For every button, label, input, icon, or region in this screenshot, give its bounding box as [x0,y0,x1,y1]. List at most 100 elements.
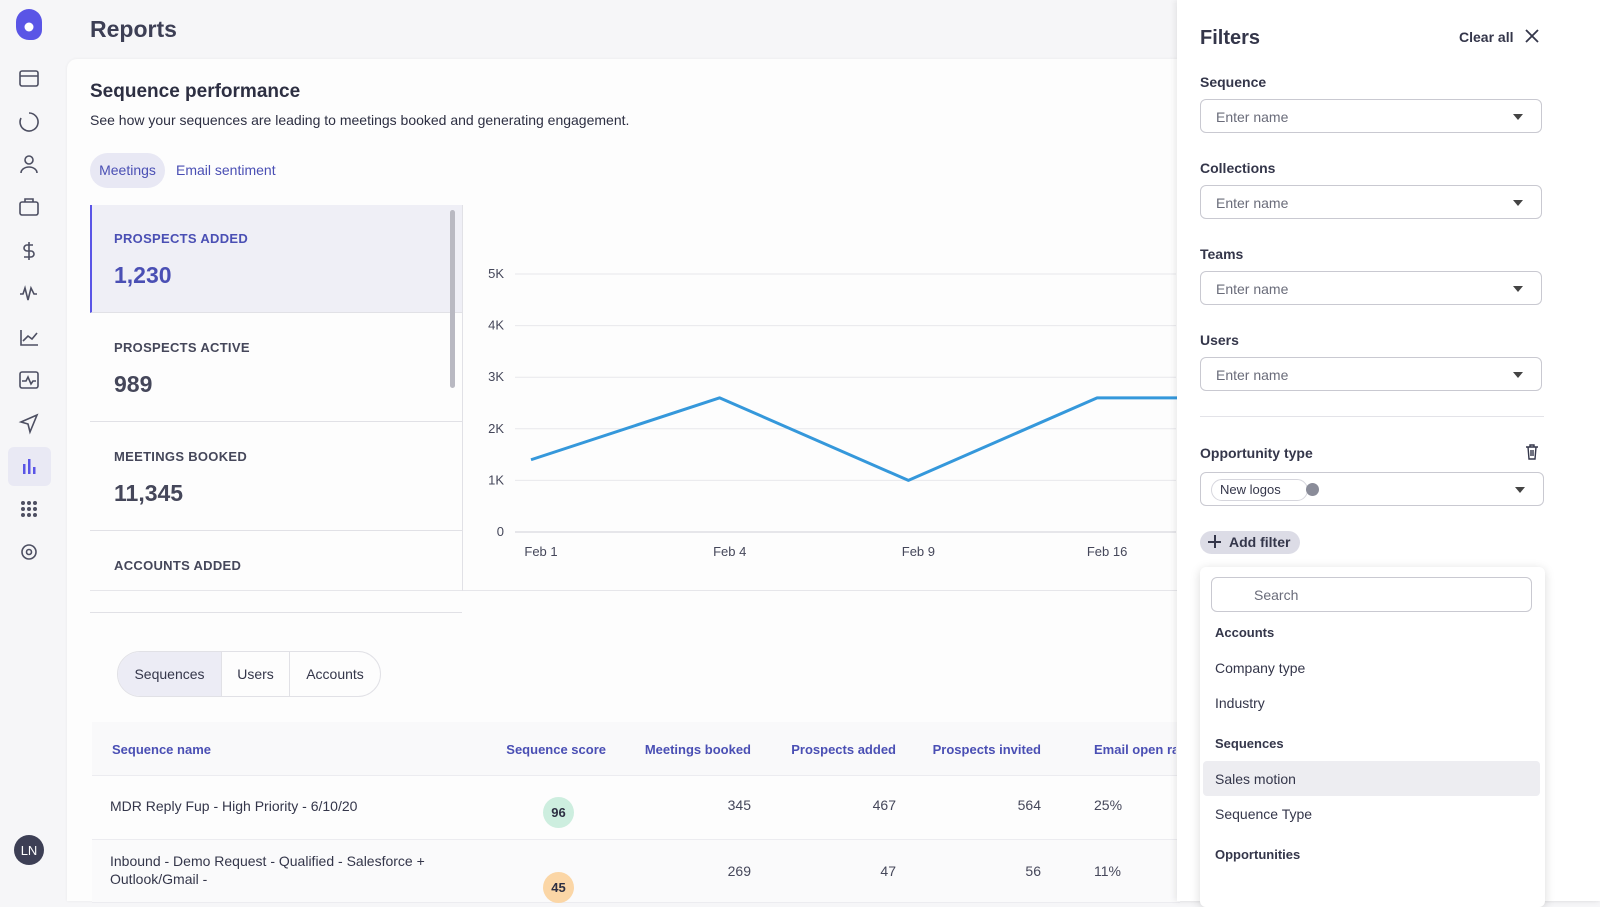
y-tick-label: 2K [488,421,504,436]
chart: 0 1K 2K 3K 4K 5K Feb 1 Feb 4 Feb 9 Feb 16 [488,266,1183,559]
column-header[interactable]: Sequence name [112,742,211,757]
metric-label: ACCOUNTS ADDED [114,558,242,573]
x-tick-label: Feb 9 [902,544,935,559]
sequence-name: Inbound - Demo Request - Qualified - Sal… [110,853,425,887]
metric-card[interactable] [90,423,462,531]
add-filter[interactable]: Add filter [1200,531,1301,554]
dropdown-caret [1513,286,1523,292]
metric-value: 989 [114,371,153,397]
divider [1200,416,1544,417]
avatar[interactable] [14,835,44,865]
menu-group: Accounts [1215,625,1275,640]
placeholder: Enter name [1216,367,1289,383]
logo-dot [24,22,34,32]
table-tab[interactable]: Sequences [118,652,221,696]
filter-input[interactable]: Enter name [1200,271,1542,305]
cell: 11% [1094,863,1121,879]
dropdown-caret [1513,372,1523,378]
y-tick-label: 3K [488,369,504,384]
placeholder: Enter name [1216,195,1289,211]
tab[interactable]: Meetings [90,153,165,188]
table-row[interactable] [92,840,1180,903]
filter-input[interactable]: New logos [1200,472,1544,506]
filter-input[interactable]: Enter name [1200,185,1542,219]
filter-label: Opportunity type [1200,445,1313,461]
column-header[interactable]: Email open rate [1094,742,1176,757]
menu-item[interactable]: Sequence Type [1215,806,1313,822]
section-subtitle: See how your sequences are leading to me… [90,112,630,128]
line-series [530,396,1183,482]
dropdown-caret [1515,487,1525,493]
filter-label: Teams [1200,246,1244,262]
sequence-name: MDR Reply Fup - High Priority - 6/10/20 [110,798,358,814]
table-tab[interactable]: Users [221,652,289,696]
metric-label: MEETINGS BOOKED [114,449,248,464]
menu-item[interactable]: Company type [1215,660,1306,676]
sidebar: LN [8,9,51,865]
table-tabs [117,651,381,697]
table-tab[interactable]: Accounts [289,652,380,696]
chip-remove[interactable] [1306,483,1319,496]
x-tick-label: Feb 4 [713,544,746,559]
menu-item[interactable]: Industry [1215,695,1265,711]
column-header[interactable]: Prospects invited [932,742,1041,757]
filters-title: Filters [1200,27,1261,49]
placeholder: Enter name [1216,109,1289,125]
metrics-divider [462,205,463,591]
apps-icon[interactable] [21,501,37,517]
filter-label: Collections [1200,160,1276,176]
column-header[interactable]: Sequence score [506,742,606,757]
column-header[interactable]: Prospects added [791,742,896,757]
y-tick-label: 0 [497,524,504,539]
search-placeholder: Search [1254,587,1299,603]
nav-icons[interactable] [18,70,39,560]
filter-menu: Search Accounts Company type Industry Sequen… [1200,567,1545,907]
x-tick-label: Feb 16 [1087,544,1127,559]
close[interactable] [1525,29,1539,43]
avatar-initials: LN [21,843,38,858]
cell: 269 [727,863,751,879]
y-tick-label: 1K [488,472,504,487]
chip[interactable]: New logos [1211,479,1308,501]
page-title: Reports [90,16,177,42]
filter-label: Users [1200,332,1239,348]
scrollbar [450,210,455,388]
metric-card[interactable] [90,314,462,422]
table-row[interactable] [92,777,1180,840]
placeholder: Enter name [1216,281,1289,297]
search-input[interactable]: Search [1211,577,1532,612]
filter-input[interactable]: Enter name [1200,357,1542,391]
section-title: Sequence performance [90,81,301,102]
plus-icon [1214,535,1216,548]
column-header[interactable]: Meetings booked [644,742,751,757]
menu-group: Sequences [1215,736,1284,751]
dropdown-caret [1513,200,1523,206]
cell: 25% [1094,797,1123,813]
cell: 56 [1025,863,1041,879]
metric-card[interactable] [90,205,462,313]
x-tick-label: Feb 1 [524,544,557,559]
menu-group: Opportunities [1215,847,1301,862]
y-tick-label: 4K [488,318,504,333]
score-badge: 96 [543,797,574,828]
metric-value: 1,230 [114,262,172,288]
metrics-border [90,590,1180,591]
y-tick-label: 5K [488,266,504,281]
filters-panel: Filters Clear all Sequence Enter name Coll… [1177,0,1600,907]
cell: 47 [880,863,896,879]
cell: 345 [727,797,751,813]
metric-label: PROSPECTS ACTIVE [114,340,250,355]
cell: 564 [1017,797,1041,813]
table-header [92,722,1180,776]
dropdown-caret [1513,114,1523,120]
metric-label: PROSPECTS ADDED [114,231,249,246]
clear-all[interactable]: Clear all [1459,29,1514,45]
reports-icon [23,459,36,474]
filter-input[interactable]: Enter name [1200,99,1542,133]
menu-item[interactable]: Sales motion [1215,771,1296,787]
tab[interactable]: Email sentiment [176,162,276,178]
delete[interactable] [1525,444,1539,460]
metric-card[interactable] [90,532,462,613]
